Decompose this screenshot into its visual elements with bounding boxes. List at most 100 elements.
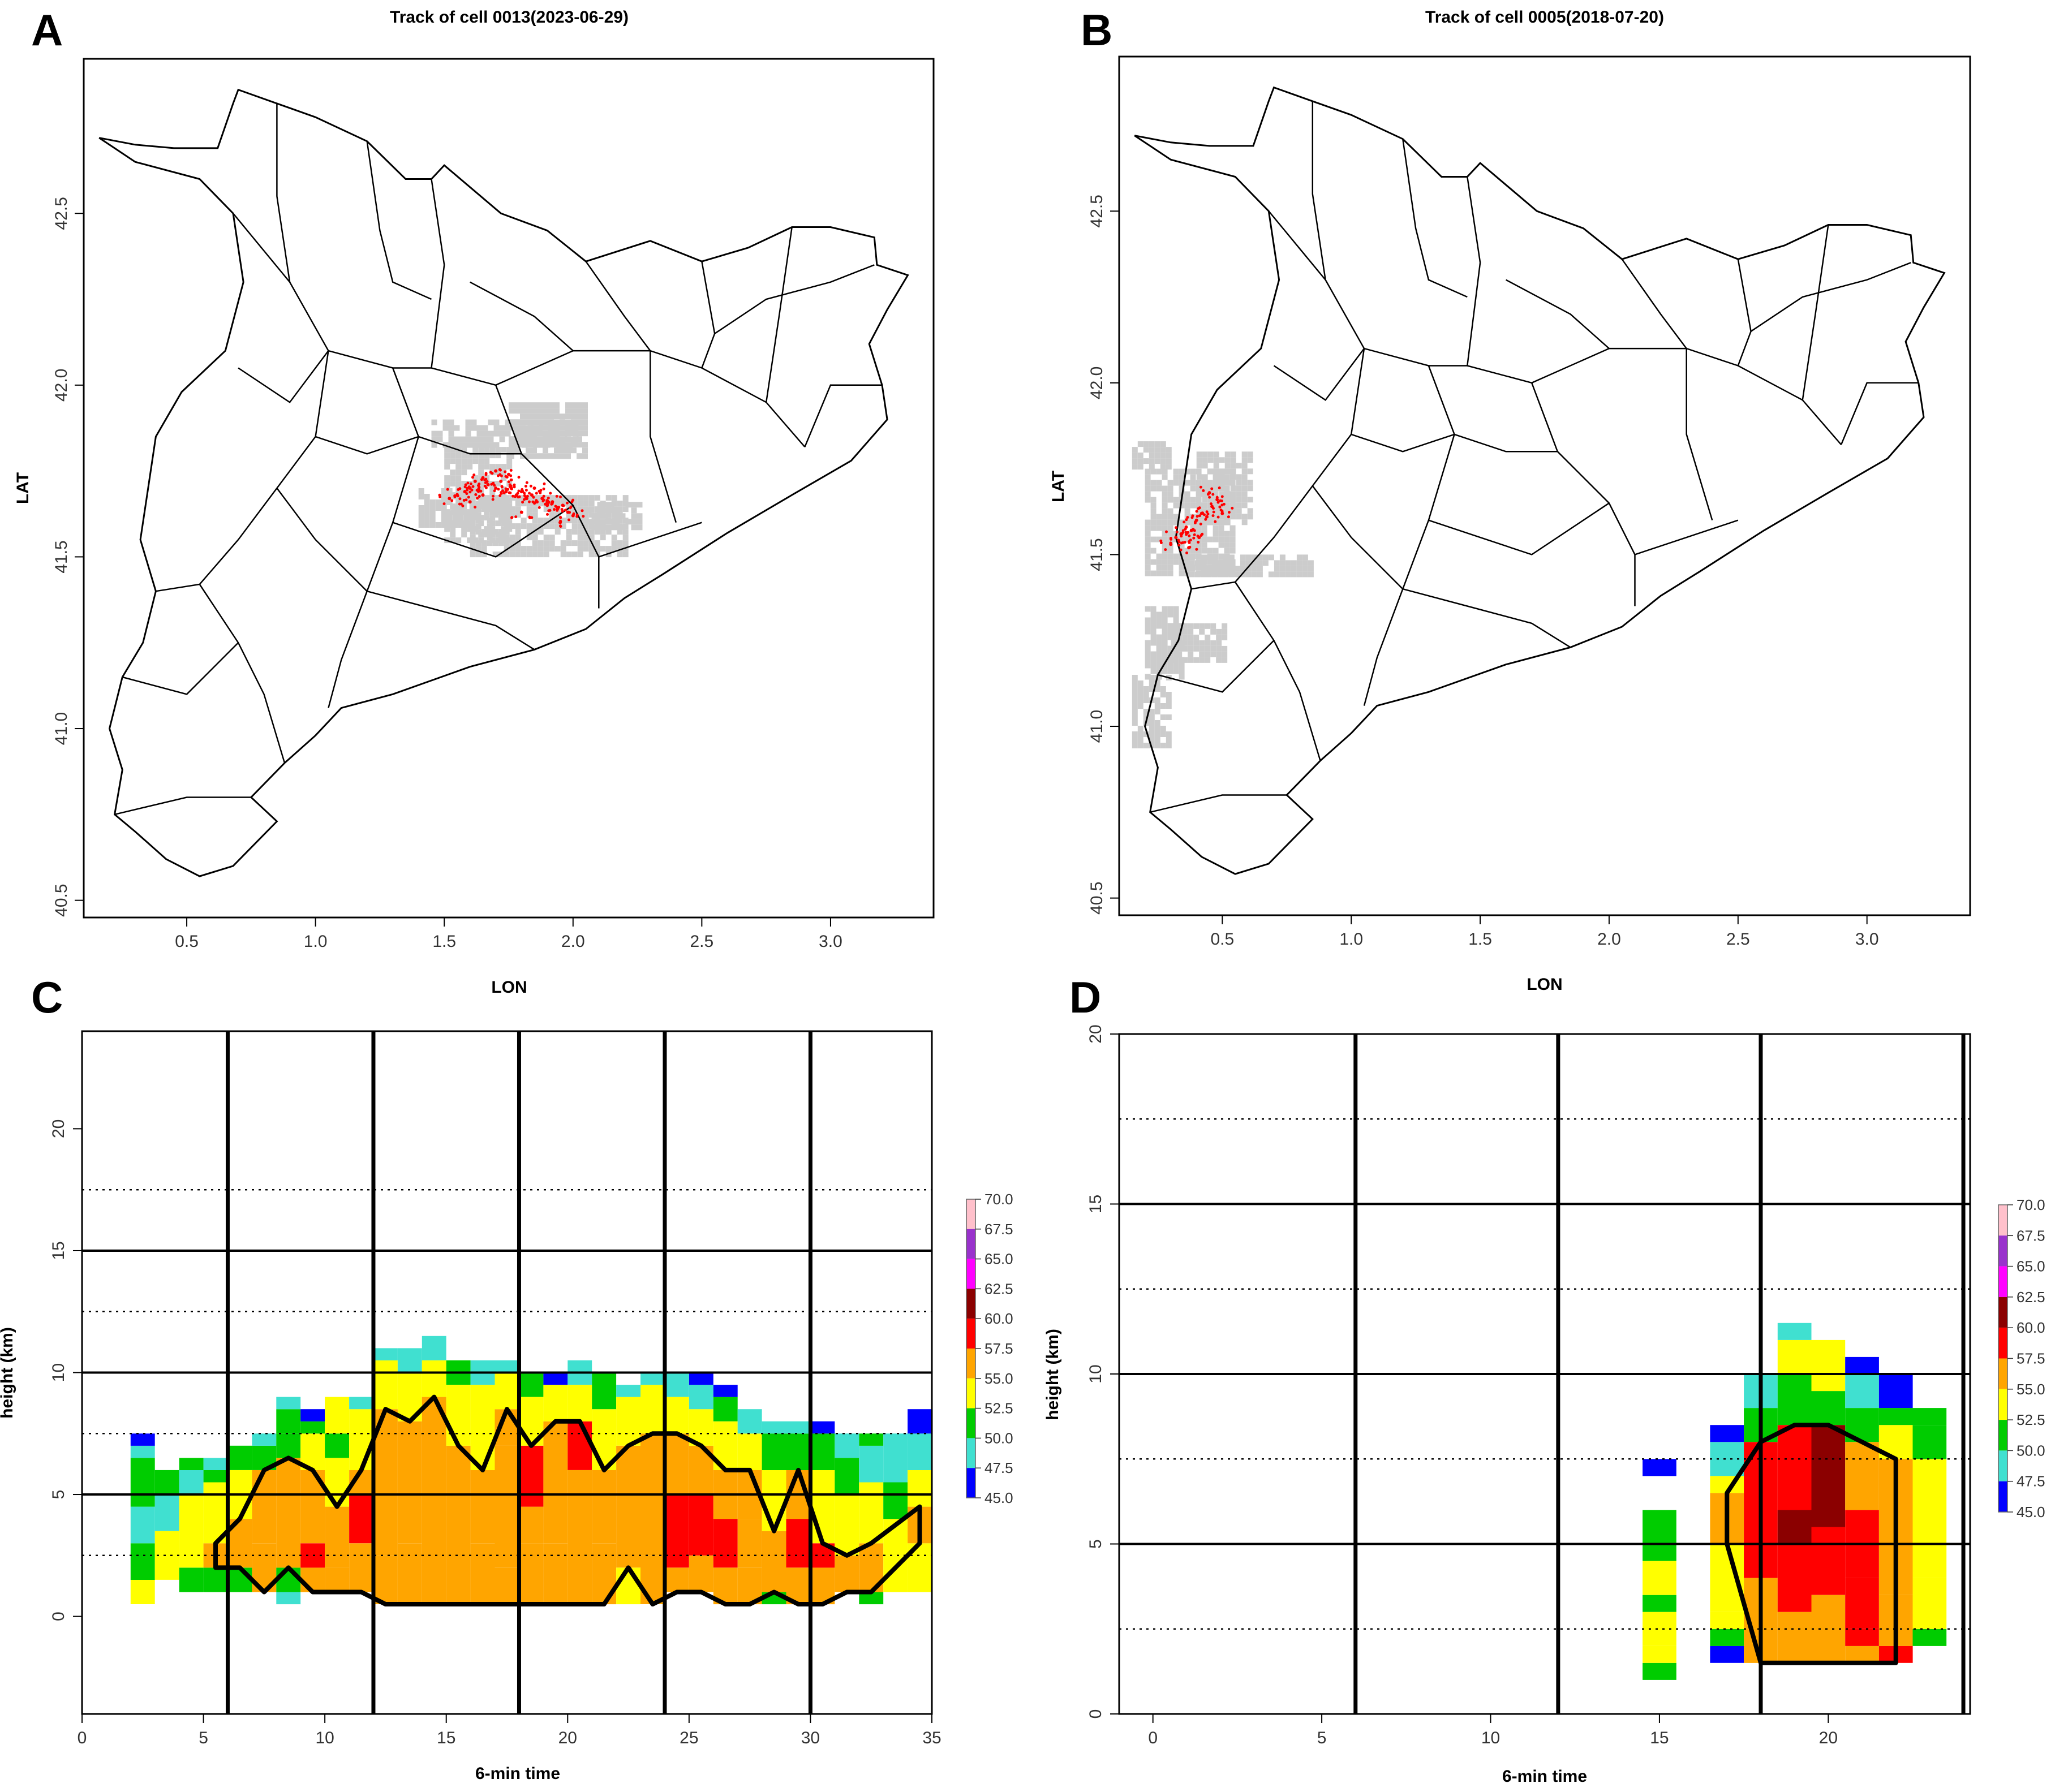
panel-b-grey-echo-cell — [1205, 645, 1211, 652]
panel-a-grey-echo-cell — [498, 535, 504, 541]
panel-a-track-point — [484, 477, 488, 481]
panel-a-grey-echo-cell — [577, 495, 583, 501]
panel-a-grey-echo-cell — [548, 453, 554, 459]
panel-b-grey-echo-cell — [1184, 497, 1190, 503]
panel-b-grey-echo-cell — [1173, 497, 1179, 503]
panel-a-grey-echo-cell — [588, 535, 595, 541]
panel-b-grey-echo-cell — [1145, 536, 1151, 542]
panel-b-grey-echo-cell — [1156, 645, 1162, 652]
panel-a-grey-echo-cell — [543, 447, 548, 454]
panel-c-legend-swatch — [966, 1438, 975, 1468]
panel-a-track-point — [478, 495, 481, 498]
panel-b-grey-echo-cell — [1166, 464, 1172, 470]
panel-b-grey-echo-cell — [1132, 458, 1138, 464]
panel-b-grey-echo-cell — [1149, 680, 1155, 686]
panel-a-grey-echo-cell — [605, 546, 612, 552]
panel-b-grey-echo-cell — [1184, 508, 1190, 514]
panel-a-grey-echo-cell — [476, 425, 483, 431]
panel-a-grey-echo-cell — [566, 512, 572, 518]
panel-a-grey-echo-cell — [622, 506, 629, 512]
panel-b-grey-echo-cell — [1219, 480, 1225, 486]
panel-d-x-tick-label: 15 — [1650, 1729, 1669, 1747]
panel-a-grey-echo-cell — [515, 529, 521, 535]
panel-b-grey-echo-cell — [1241, 480, 1248, 486]
panel-a-track-point — [498, 494, 502, 497]
panel-a-grey-echo-cell — [514, 402, 520, 408]
panel-b-track-point — [1192, 536, 1196, 540]
panel-b-grey-echo-cell — [1241, 474, 1248, 480]
panel-b-grey-echo-cell — [1179, 674, 1185, 680]
panel-a-grey-echo-cell — [521, 552, 527, 558]
panel-b-grey-echo-cell — [1167, 628, 1173, 635]
panel-d-reflectivity-cell — [1777, 1612, 1812, 1663]
panel-a-grey-echo-cell — [531, 447, 537, 454]
panel-a-grey-echo-cell — [597, 513, 603, 519]
panel-b-grey-echo-cell — [1190, 542, 1196, 548]
panel-a-grey-echo-cell — [631, 519, 637, 525]
panel-a-grey-echo-cell — [560, 523, 566, 529]
panel-a-grey-echo-cell — [505, 419, 511, 425]
panel-a-grey-echo-cell — [487, 495, 493, 501]
panel-a-grey-echo-cell — [537, 453, 543, 459]
panel-b-grey-echo-cell — [1145, 570, 1151, 576]
panel-a-grey-echo-cell — [520, 408, 526, 414]
panel-b-track-point — [1185, 518, 1188, 522]
panel-a-grey-echo-cell — [532, 495, 538, 501]
panel-b-grey-echo-cell — [1154, 458, 1160, 464]
panel-a-grey-echo-cell — [478, 481, 484, 487]
panel-b-region-border — [1312, 485, 1404, 590]
panel-a-track-point — [510, 478, 513, 481]
panel-a-grey-echo-cell — [538, 552, 544, 558]
panel-b-grey-echo-cell — [1194, 560, 1201, 566]
panel-a-grey-echo-cell — [560, 518, 566, 524]
panel-a-region-border — [276, 488, 368, 592]
panel-b-grey-echo-cell — [1308, 566, 1314, 572]
panel-b-grey-echo-cell — [1183, 560, 1189, 566]
panel-a-grey-echo-cell — [554, 529, 561, 535]
panel-a-track-point — [513, 483, 516, 486]
panel-c-legend-swatch — [966, 1468, 975, 1498]
panel-a-grey-echo-cell — [446, 499, 453, 505]
panel-a-grey-echo-cell — [478, 464, 484, 470]
panel-a-grey-echo-cell — [571, 402, 577, 408]
panel-a-x-tick-label: 1.5 — [432, 932, 456, 951]
panel-b-grey-echo-cell — [1150, 628, 1156, 635]
panel-a-grey-echo-cell — [498, 495, 504, 501]
panel-b-region-border — [1312, 101, 1326, 280]
panel-b-grey-echo-cell — [1201, 508, 1207, 514]
panel-b-grey-echo-cell — [1160, 714, 1166, 720]
panel-a-track-point — [528, 492, 531, 495]
panel-c-reflectivity-cell — [203, 1470, 228, 1483]
panel-b-grey-echo-cell — [1229, 525, 1236, 531]
panel-b-grey-echo-cell — [1179, 485, 1185, 492]
panel-b-track-point — [1205, 510, 1209, 514]
panel-a-track-point — [504, 470, 507, 473]
panel-b-grey-echo-cell — [1167, 570, 1173, 576]
panel-d-reflectivity-cell — [1643, 1662, 1676, 1680]
panel-b-grey-echo-cell — [1229, 548, 1236, 554]
panel-a-grey-echo-cell — [424, 499, 430, 505]
panel-b-grey-echo-cell — [1160, 458, 1166, 464]
panel-b-grey-echo-cell — [1202, 502, 1208, 509]
panel-a-grey-echo-cell — [565, 436, 571, 442]
panel-a-grey-echo-cell — [560, 442, 565, 448]
panel-b-grey-echo-cell — [1179, 542, 1185, 548]
panel-a-grey-echo-cell — [566, 495, 572, 501]
panel-b-grey-echo-cell — [1137, 726, 1143, 731]
panel-d-reflectivity-cell — [1845, 1356, 1879, 1374]
panel-a-grey-echo-cell — [492, 540, 498, 546]
panel-a-grey-echo-cell — [582, 430, 588, 437]
panel-d-reflectivity-cell — [1811, 1339, 1846, 1392]
panel-a-grey-echo-cell — [431, 419, 437, 425]
panel-c-y-tick-label: 10 — [49, 1363, 68, 1382]
panel-b-grey-echo-cell — [1196, 565, 1202, 571]
panel-a-grey-echo-cell — [467, 526, 473, 532]
panel-a-track-point — [532, 486, 536, 490]
panel-d-legend-swatch — [1998, 1205, 2007, 1236]
panel-b-track-point — [1174, 536, 1178, 540]
panel-a-track-point — [498, 468, 501, 471]
panel-a-x-tick-label: 0.5 — [175, 932, 199, 951]
panel-c-legend-label: 67.5 — [984, 1221, 1013, 1238]
panel-a-track-point — [547, 509, 551, 512]
panel-a-grey-echo-cell — [429, 516, 436, 522]
